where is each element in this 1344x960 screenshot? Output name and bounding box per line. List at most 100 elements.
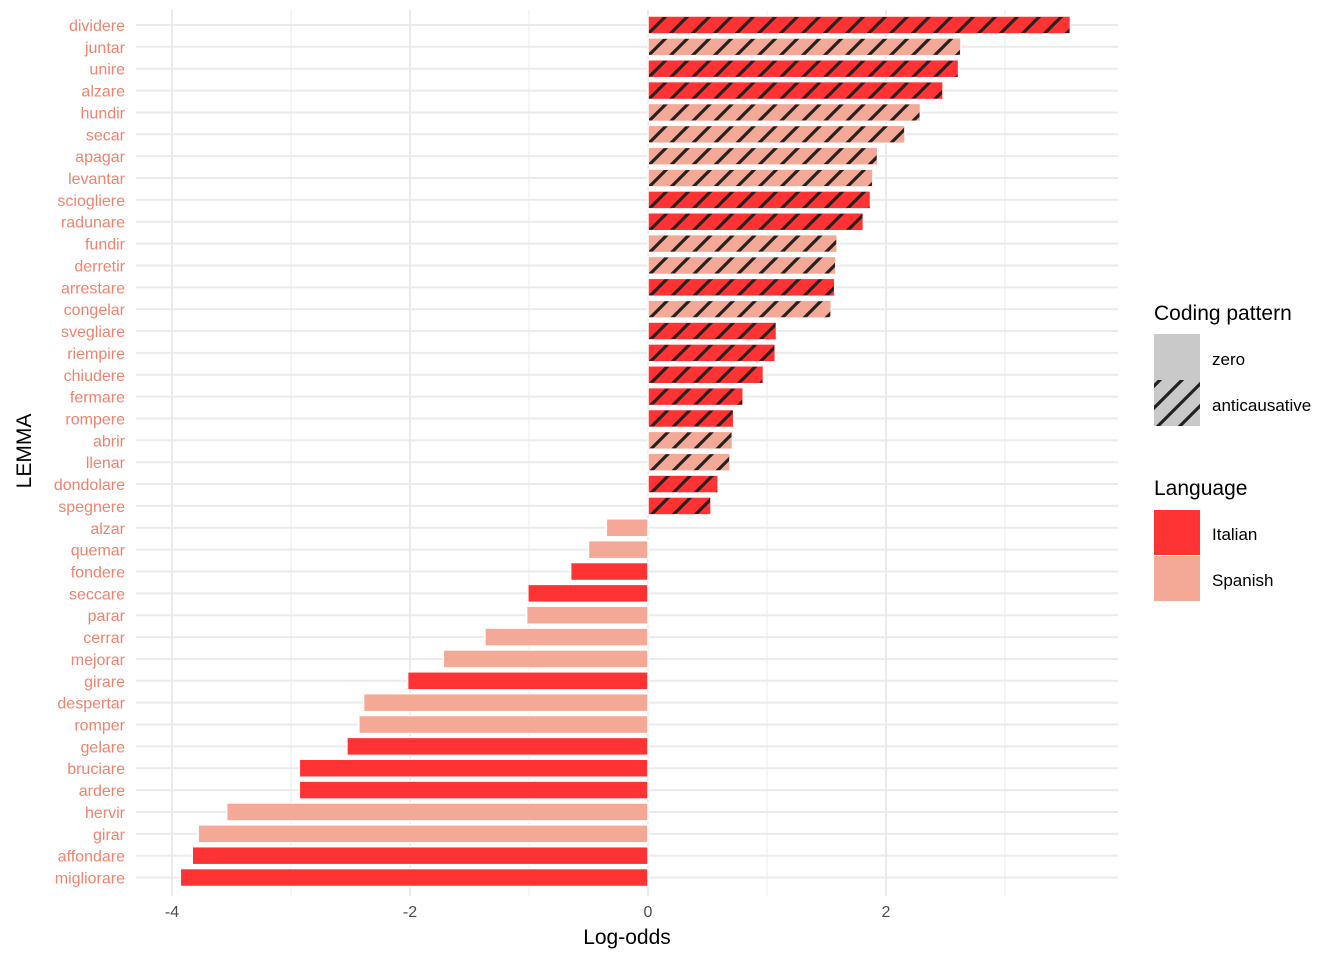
legend-label-italian: Italian: [1212, 525, 1257, 544]
y-tick-label: derretir: [74, 258, 125, 275]
bar-fill: [362, 692, 649, 713]
y-tick-label: seccare: [69, 586, 125, 603]
bar-fill: [406, 671, 649, 691]
bar-fill: [225, 802, 649, 822]
bar-arrestare: [647, 277, 836, 298]
bar-svegliare: [647, 321, 778, 341]
bar-hatch: [649, 301, 831, 318]
y-tick-label: alzar: [90, 521, 125, 538]
y-tick-label: ardere: [79, 783, 125, 800]
gridlines: [136, 10, 1118, 896]
bar-fill: [484, 627, 649, 647]
y-tick-label: levantar: [68, 171, 126, 188]
y-tick-label: abrir: [93, 433, 126, 450]
bar-hatch: [649, 17, 1070, 33]
bar-apagar: [647, 146, 879, 166]
y-axis-title: LEMMA: [13, 414, 36, 489]
y-tick-label: migliorare: [55, 871, 125, 888]
legend-title-language: Language: [1154, 477, 1247, 500]
bar-fill: [569, 561, 649, 582]
bar-fill: [605, 518, 649, 538]
bar-fill: [298, 758, 649, 778]
x-axis-title: Log-odds: [583, 926, 671, 949]
bar-sciogliere: [647, 190, 872, 210]
x-axis-tick-labels: -4 -2 0 2: [165, 904, 891, 921]
bar-fill: [191, 845, 649, 866]
y-tick-label: fermare: [70, 390, 125, 407]
bar-hatch: [649, 388, 743, 405]
y-tick-label: bruciare: [67, 761, 125, 778]
bar-unire: [647, 58, 960, 79]
y-tick-label: quemar: [71, 543, 126, 560]
bar-ardere: [298, 780, 649, 800]
bar-hatch: [649, 38, 960, 55]
bar-fill: [442, 649, 649, 669]
y-tick-label: spegnere: [58, 499, 125, 516]
bar-seccare: [527, 583, 649, 604]
x-tick-label: 0: [644, 904, 653, 921]
bar-hatch: [649, 323, 776, 340]
legend: Coding pattern zero anticausative Language I…: [1154, 302, 1311, 601]
bar-hatch: [649, 104, 920, 121]
bar-alzare: [647, 80, 944, 101]
bar-cerrar: [484, 627, 649, 647]
bar-fill: [587, 539, 649, 560]
x-tick-label: 2: [882, 904, 891, 921]
bar-parar: [525, 605, 649, 625]
x-tick-label: -4: [165, 904, 179, 921]
y-tick-label: secar: [86, 127, 126, 144]
bar-hervir: [225, 802, 649, 822]
bar-derretir: [647, 255, 837, 276]
bar-gelare: [346, 736, 649, 757]
y-tick-label: dividere: [69, 18, 125, 35]
bar-hatch: [649, 476, 718, 493]
legend-key-italian: [1154, 510, 1200, 555]
y-tick-label: fondere: [71, 565, 125, 582]
bar-hatch: [649, 366, 763, 383]
bar-spegnere: [647, 496, 712, 516]
bar-hatch: [649, 170, 872, 187]
y-tick-label: juntar: [84, 40, 126, 57]
bar-dondolare: [647, 474, 719, 494]
y-axis-tick-labels: dividere juntar unire alzare hundir secar apag…: [54, 18, 126, 888]
bar-quemar: [587, 539, 649, 560]
bar-levantar: [647, 168, 874, 188]
bar-chiudere: [647, 365, 765, 385]
y-tick-label: radunare: [61, 215, 125, 232]
bars: [179, 15, 1072, 888]
y-tick-label: sciogliere: [57, 193, 125, 210]
bar-girar: [197, 824, 649, 844]
bar-congelar: [647, 299, 833, 319]
y-tick-label: apagar: [75, 149, 125, 166]
y-tick-label: parar: [88, 608, 126, 625]
bar-hatch: [649, 126, 905, 143]
bar-alzar: [605, 518, 649, 538]
legend-label-zero: zero: [1212, 350, 1245, 369]
y-tick-label: mejorar: [71, 652, 126, 669]
bar-affondare: [191, 845, 649, 866]
bar-fill: [298, 780, 649, 800]
y-tick-label: despertar: [57, 696, 125, 713]
legend-key-spanish: [1154, 556, 1200, 601]
y-tick-label: girar: [93, 827, 126, 844]
y-tick-label: hundir: [81, 105, 126, 122]
x-tick-label: -2: [403, 904, 417, 921]
bar-fill: [527, 583, 649, 604]
y-tick-label: gelare: [81, 739, 126, 756]
bar-hatch: [649, 497, 711, 514]
legend-key-zero: [1154, 334, 1200, 380]
y-tick-label: svegliare: [61, 324, 125, 341]
bar-riempire: [647, 343, 777, 363]
bar-fill: [346, 736, 649, 757]
bar-fill: [358, 714, 649, 735]
y-tick-label: fundir: [85, 237, 126, 254]
y-tick-label: riempire: [67, 346, 125, 363]
bar-rompere: [647, 408, 735, 429]
legend-key-anticausative-hatch: [1154, 380, 1200, 426]
bar-secar: [647, 124, 906, 145]
bar-fill: [179, 867, 649, 888]
bar-hatch: [649, 344, 775, 361]
bar-abrir: [647, 430, 734, 451]
legend-label-anticausative: anticausative: [1212, 396, 1311, 415]
